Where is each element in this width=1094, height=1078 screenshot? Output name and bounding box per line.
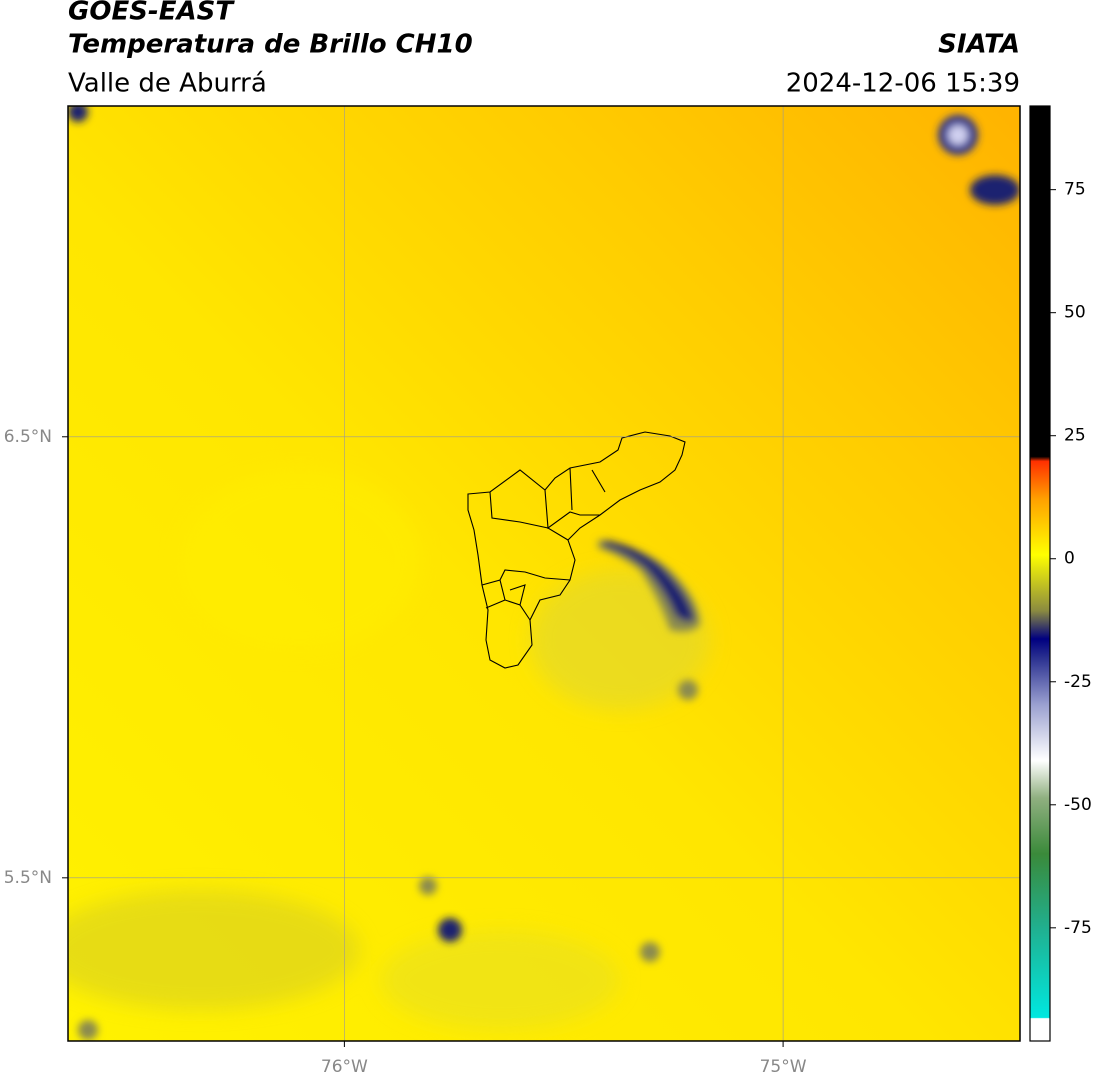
region: Valle de Aburrá — [68, 69, 267, 99]
colorbar-tick-label: 25 — [1064, 426, 1086, 446]
colorbar-tick-label: -25 — [1064, 672, 1092, 692]
datetime: 2024-12-06 15:39 — [786, 69, 1020, 99]
agency: SIATA — [938, 30, 1020, 60]
map-frame — [67, 105, 1021, 1042]
lat-label: 6.5°N — [4, 427, 52, 447]
graticule: 76°W 75°W 6.5°N 5.5°N — [4, 106, 1020, 1077]
colorbar-ticks: 75 50 25 0 -25 -50 -75 — [1050, 180, 1092, 938]
satellite-title: GOES-EAST — [68, 0, 235, 27]
map-image — [68, 106, 1020, 1041]
lat-label: 5.5°N — [4, 868, 52, 888]
colorbar-tick-label: -75 — [1064, 918, 1092, 938]
colorbar-tick-label: 0 — [1064, 549, 1075, 569]
colorbar — [1029, 105, 1051, 1042]
lon-label: 76°W — [321, 1057, 368, 1077]
lon-label: 75°W — [760, 1057, 807, 1077]
colorbar-tick-label: -50 — [1064, 795, 1092, 815]
product-title: Temperatura de Brillo CH10 — [68, 30, 473, 60]
colorbar-tick-label: 75 — [1064, 180, 1086, 200]
colorbar-tick-label: 50 — [1064, 303, 1086, 323]
municipal-boundaries — [467, 431, 686, 669]
